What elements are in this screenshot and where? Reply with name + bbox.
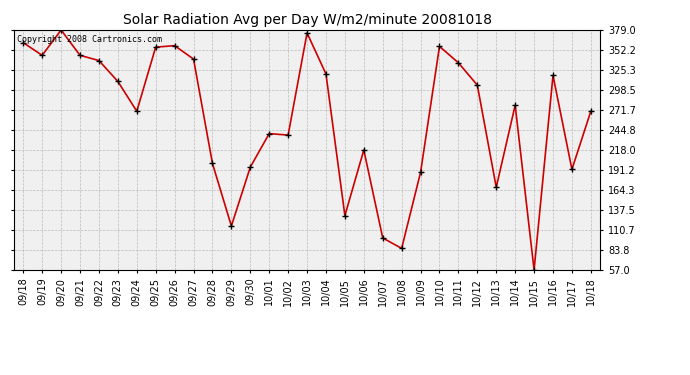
Text: Copyright 2008 Cartronics.com: Copyright 2008 Cartronics.com: [17, 35, 161, 44]
Title: Solar Radiation Avg per Day W/m2/minute 20081018: Solar Radiation Avg per Day W/m2/minute …: [123, 13, 491, 27]
